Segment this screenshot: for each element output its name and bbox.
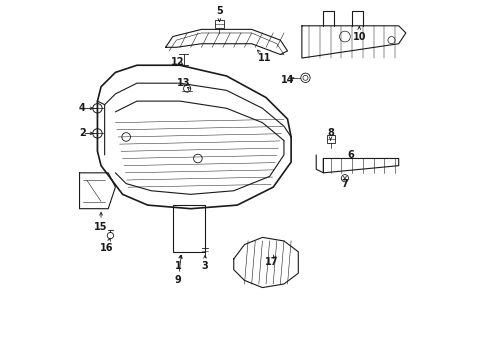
Text: 14: 14 (280, 75, 294, 85)
Text: 1: 1 (174, 261, 181, 271)
Text: 3: 3 (201, 261, 208, 271)
Text: 10: 10 (352, 32, 365, 41)
Text: 7: 7 (341, 179, 347, 189)
Text: 15: 15 (94, 222, 107, 231)
Text: 8: 8 (326, 129, 333, 138)
Text: 13: 13 (177, 78, 190, 88)
Text: 5: 5 (216, 6, 223, 17)
Text: 2: 2 (80, 129, 86, 138)
Text: 11: 11 (257, 53, 270, 63)
Text: 4: 4 (79, 103, 85, 113)
Text: 17: 17 (264, 257, 278, 267)
Bar (172, 205, 204, 252)
Text: 12: 12 (171, 57, 184, 67)
Text: 16: 16 (100, 243, 113, 253)
Bar (326, 135, 334, 143)
Bar (215, 20, 223, 28)
Text: 6: 6 (346, 150, 353, 160)
Text: 9: 9 (174, 275, 181, 285)
